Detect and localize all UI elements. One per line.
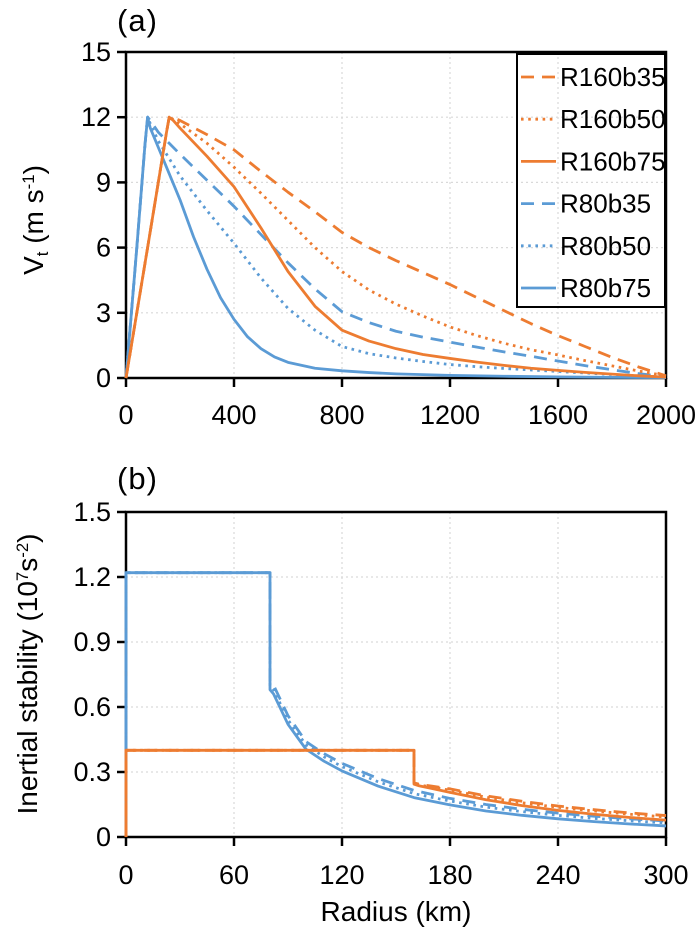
panel-a-title: (a) (117, 3, 158, 38)
x-tick-label: 400 (211, 400, 256, 430)
x-tick-label: 1600 (528, 400, 588, 430)
legend-label-R160b50: R160b50 (560, 104, 666, 134)
ylabel-b-exponent-2: -2 (12, 542, 32, 558)
ylabel-b-close: ) (12, 533, 43, 543)
y-tick-label: 12 (81, 102, 111, 132)
ylabel-a-base: V (18, 256, 49, 275)
curve-R160b35 (124, 748, 667, 837)
x-tick-label: 1200 (420, 400, 480, 430)
y-tick-label: 0.3 (73, 757, 111, 787)
ylabel-a-subscript: t (32, 251, 52, 257)
curve-R160b50 (124, 748, 667, 837)
y-tick-label: 0.9 (73, 627, 111, 657)
x-tick-label: 60 (219, 860, 249, 890)
x-tick-label: 180 (427, 860, 472, 890)
curve-R80b35 (124, 571, 667, 837)
legend-label-R80b35: R80b35 (560, 189, 651, 219)
curve-R160b35 (124, 115, 667, 379)
ylabel-b-exponent-1: 7 (12, 571, 32, 582)
legend: R160b35 R160b50 R160b75 R80b35 R80b50 R80b75 (516, 53, 666, 308)
panel-b-y-axis-label: Inertial stability (107s-2) (12, 533, 44, 814)
x-tick-label: 300 (643, 860, 688, 890)
x-tick-label: 240 (535, 860, 580, 890)
ylabel-b-units: s (12, 557, 43, 572)
y-tick-label: 15 (81, 37, 111, 67)
plot-border (124, 510, 668, 839)
x-tick-label: 2000 (636, 400, 696, 430)
y-tick-label: 0.6 (73, 692, 111, 722)
curve-R80b75 (124, 115, 667, 379)
legend-label-R160b35: R160b35 (560, 62, 666, 92)
y-tick-label: 0 (96, 822, 111, 852)
x-tick-label: 800 (319, 400, 364, 430)
y-tick-label: 6 (96, 233, 111, 263)
curve-R80b50 (124, 571, 667, 837)
ylabel-a-exponent: -1 (18, 174, 38, 190)
y-tick-label: 3 (96, 298, 111, 328)
legend-label-R80b50: R80b50 (560, 231, 651, 261)
legend-box (516, 53, 666, 308)
x-tick-label: 120 (319, 860, 364, 890)
y-tick-label: 0 (96, 363, 111, 393)
y-tick-label: 1.5 (73, 497, 111, 527)
curve-R160b50 (124, 115, 667, 379)
ylabel-b-base: Inertial stability (10 (12, 581, 43, 815)
panel-a-y-axis-label: Vt (m s-1) (18, 165, 52, 275)
legend-label-R80b75: R80b75 (560, 273, 651, 303)
curves-group (124, 571, 667, 837)
ylabel-a-units: (m s (18, 189, 49, 252)
x-tick-label: 0 (118, 400, 133, 430)
curves-group (124, 115, 667, 379)
panel-b: 0 60 120 180 240 300 0 0.3 0.6 0.9 1.2 1.5 (73, 497, 688, 890)
panel-a: 0 400 800 1200 1600 2000 0 3 6 9 12 15 R160b35 R160b5… (81, 37, 696, 430)
y-tick-label: 9 (96, 167, 111, 197)
y-tick-label: 1.2 (73, 562, 111, 592)
x-tick-label: 0 (118, 860, 133, 890)
x-axis-label: Radius (km) (320, 896, 472, 927)
legend-label-R160b75: R160b75 (560, 146, 666, 176)
curve-R160b75 (124, 748, 667, 837)
curve-R80b75 (124, 571, 667, 837)
panel-b-title: (b) (117, 461, 158, 496)
